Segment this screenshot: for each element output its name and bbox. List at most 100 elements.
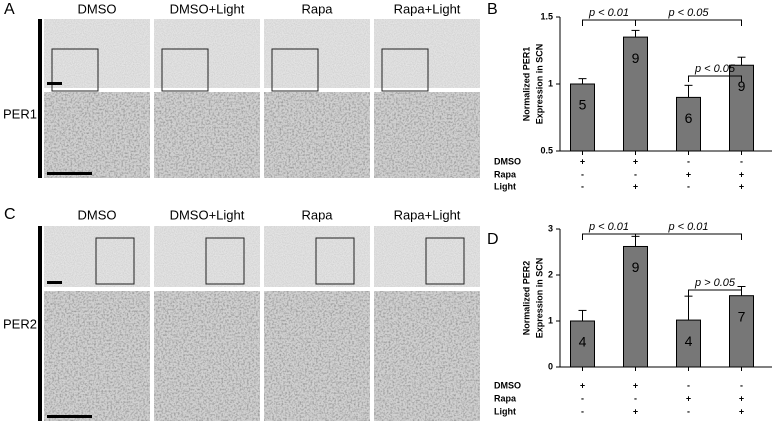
- row-bar: [38, 19, 42, 178]
- treatment-mark: +: [739, 393, 744, 403]
- treatment-mark: -: [740, 380, 743, 390]
- row-label: PER2: [3, 316, 37, 331]
- treatment-mark: -: [581, 169, 584, 179]
- micrograph-texture: [44, 19, 150, 88]
- significance-bracket: [582, 19, 636, 26]
- treatment-mark: +: [633, 380, 638, 390]
- panel-letter: B: [487, 1, 498, 18]
- treatment-label: Light: [494, 181, 516, 191]
- significance-label: p < 0.01: [588, 7, 629, 19]
- roi-box: [161, 48, 209, 92]
- treatment-mark: +: [633, 181, 638, 191]
- micrograph-zoom-texture: [44, 92, 150, 178]
- y-tick-label: 0.5: [540, 145, 553, 155]
- significance-bracket: [635, 233, 742, 240]
- scale-bar: [47, 172, 92, 175]
- bar-label: 9: [632, 259, 640, 275]
- significance-label: p < 0.01: [667, 221, 708, 233]
- micrograph-zoom-texture: [264, 92, 370, 178]
- roi-box: [271, 48, 319, 92]
- bar-label: 6: [685, 110, 693, 126]
- bar: [729, 295, 754, 368]
- treatment-mark: -: [687, 156, 690, 166]
- row-bar: [38, 226, 42, 421]
- treatment-mark: +: [580, 156, 585, 166]
- treatment-label: DMSO: [494, 156, 521, 166]
- significance-label: p < 0.05: [694, 63, 736, 75]
- treatment-mark: -: [581, 406, 584, 416]
- roi-box: [95, 237, 135, 285]
- row-label: PER1: [3, 106, 37, 121]
- treatment-mark: +: [686, 169, 691, 179]
- treatment-label: DMSO: [494, 380, 521, 390]
- y-tick-label: 3: [548, 223, 553, 233]
- micrographs: PER1 DMSO DMSO+Light Rapa Rapa+Light PER2 DMSO…: [3, 1, 480, 421]
- micrograph-texture: [44, 226, 150, 287]
- treatment-mark: -: [687, 406, 690, 416]
- micrograph-zoom-texture: [374, 291, 480, 421]
- significance-bracket: [688, 289, 742, 296]
- bar: [623, 245, 648, 368]
- bar: [570, 320, 595, 368]
- treatment-mark: -: [581, 181, 584, 191]
- roi-box: [51, 48, 99, 92]
- y-tick-label: 0: [548, 361, 553, 371]
- panel-letter: C: [4, 206, 16, 223]
- column-header: Rapa+Light: [394, 1, 461, 16]
- treatment-mark: -: [740, 156, 743, 166]
- bar: [570, 83, 595, 152]
- y-axis-label: Expression in SCN: [534, 44, 544, 125]
- bar-label: 9: [632, 50, 640, 66]
- y-tick-label: 1: [548, 78, 553, 88]
- bar-label: 4: [579, 334, 587, 350]
- roi-box: [205, 237, 245, 285]
- treatment-mark: +: [739, 181, 744, 191]
- treatment-label: Light: [494, 406, 516, 416]
- panel-letter: A: [4, 1, 15, 18]
- micrograph-zoom-texture: [44, 291, 150, 421]
- significance-label: p < 0.05: [667, 7, 709, 19]
- panel-letter: D: [487, 231, 499, 248]
- micrograph-texture: [374, 226, 480, 287]
- bar-label: 9: [738, 78, 746, 94]
- y-tick-label: 1.5: [540, 11, 553, 21]
- significance-label: p < 0.01: [588, 221, 629, 233]
- roi-box: [425, 237, 465, 285]
- roi-box: [315, 237, 355, 285]
- treatment-mark: +: [580, 380, 585, 390]
- charts: Normalized PER1 Expression in SCN0.511.55…: [494, 7, 772, 416]
- column-header: DMSO: [78, 1, 117, 16]
- column-header: Rapa+Light: [394, 207, 461, 222]
- treatment-mark: +: [739, 406, 744, 416]
- column-header: DMSO+Light: [170, 207, 245, 222]
- treatment-mark: +: [633, 156, 638, 166]
- treatment-mark: +: [739, 169, 744, 179]
- scale-bar: [47, 281, 62, 284]
- bar: [676, 319, 701, 368]
- micrograph-zoom-texture: [154, 92, 260, 178]
- y-axis-label: Normalized PER2: [521, 261, 531, 336]
- treatment-mark: -: [687, 380, 690, 390]
- treatment-mark: -: [687, 181, 690, 191]
- column-header: Rapa: [301, 207, 333, 222]
- micrograph-zoom-texture: [264, 291, 370, 421]
- treatment-mark: +: [686, 393, 691, 403]
- y-tick-label: 2: [548, 269, 553, 279]
- micrograph-zoom-texture: [154, 291, 260, 421]
- column-header: DMSO+Light: [170, 1, 245, 16]
- treatment-label: Rapa: [494, 393, 517, 403]
- micrograph-texture: [154, 19, 260, 88]
- micrograph-texture: [264, 226, 370, 287]
- micrograph-texture: [264, 19, 370, 88]
- micrograph-texture: [154, 226, 260, 287]
- micrograph-texture: [374, 19, 480, 88]
- micrograph-zoom-texture: [374, 92, 480, 178]
- bar-label: 4: [685, 333, 693, 349]
- bar-label: 7: [738, 308, 746, 324]
- treatment-mark: -: [634, 169, 637, 179]
- treatment-mark: -: [634, 393, 637, 403]
- treatment-label: Rapa: [494, 169, 517, 179]
- treatment-mark: -: [581, 393, 584, 403]
